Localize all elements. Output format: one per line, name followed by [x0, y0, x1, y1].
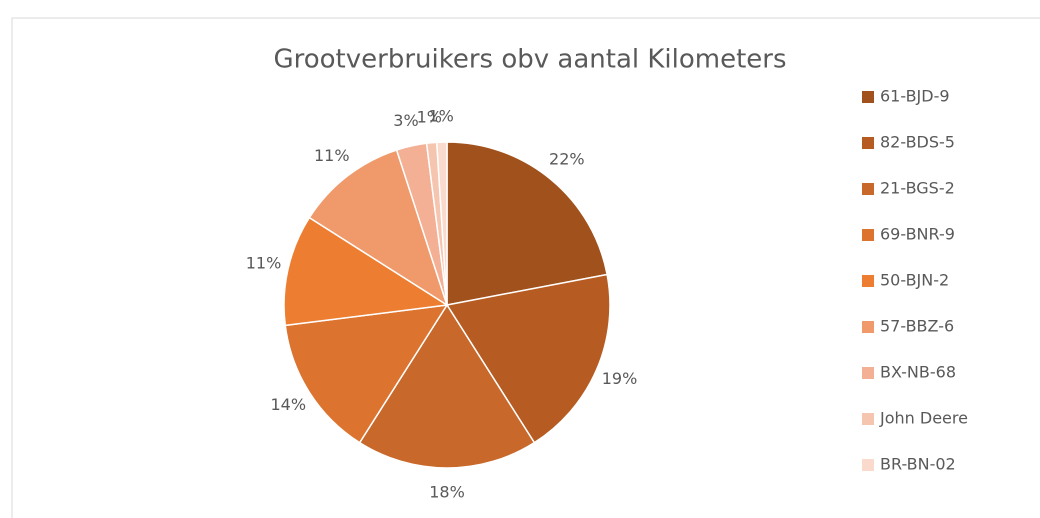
- data-label: 1%: [428, 107, 453, 126]
- legend-label: BX-NB-68: [880, 363, 956, 382]
- chart-title: Grootverbruikers obv aantal Kilometers: [273, 45, 786, 75]
- legend-swatch: [862, 413, 874, 425]
- pie-slice: [435, 141, 448, 306]
- legend-label: BR-BN-02: [880, 455, 956, 474]
- legend-label: 50-BJN-2: [880, 271, 949, 290]
- data-label: 11%: [314, 146, 350, 165]
- legend-swatch: [862, 91, 874, 103]
- data-label: 14%: [270, 395, 306, 414]
- legend-label: 82-BDS-5: [880, 133, 955, 152]
- data-label: 22%: [549, 150, 585, 169]
- legend-swatch: [862, 229, 874, 241]
- legend-swatch: [862, 321, 874, 333]
- legend-label: 21-BGS-2: [880, 179, 955, 198]
- legend-label: 69-BNR-9: [880, 225, 955, 244]
- pie-slice: [284, 304, 449, 444]
- legend-swatch: [862, 275, 874, 287]
- legend-label: John Deere: [879, 409, 968, 428]
- legend-swatch: [862, 459, 874, 471]
- pie-slice: [446, 141, 608, 306]
- legend-label: 57-BBZ-6: [880, 317, 954, 336]
- data-label: 18%: [429, 483, 465, 502]
- data-label: 3%: [393, 111, 418, 130]
- legend-swatch: [862, 367, 874, 379]
- pie-slice: [308, 149, 449, 307]
- legend-swatch: [862, 137, 874, 149]
- pie-slice: [445, 273, 611, 444]
- data-label: 19%: [602, 369, 638, 388]
- legend-swatch: [862, 183, 874, 195]
- pie-slice: [358, 303, 536, 469]
- data-label: 11%: [246, 253, 282, 272]
- legend-label: 61-BJD-9: [880, 87, 950, 106]
- data-label: 1%: [417, 107, 442, 126]
- pie-slice: [283, 216, 450, 327]
